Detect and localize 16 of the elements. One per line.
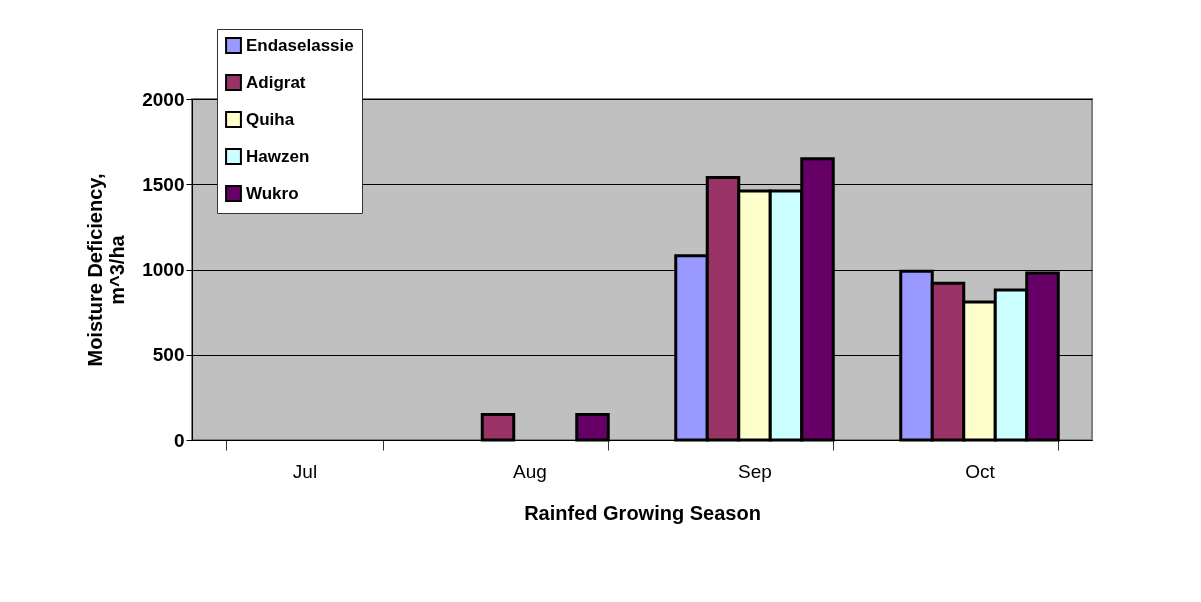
y-tick-label: 1500	[142, 173, 185, 195]
y-tick-label: 2000	[142, 88, 185, 110]
y-tick-label: 0	[173, 429, 185, 451]
y-tick-label: 500	[152, 344, 185, 366]
y-tick-label: 1000	[142, 259, 185, 280]
legend-label: Adigrat	[246, 72, 306, 92]
x-tick-label: Jul	[292, 460, 318, 482]
x-tick-label: Aug	[513, 460, 547, 482]
legend-label: Hawzen	[246, 146, 310, 166]
legend-label: Quiha	[246, 109, 295, 129]
legend-label: Wukro	[246, 183, 299, 203]
x-tick-label: Oct	[965, 460, 996, 482]
x-tick-label: Sep	[738, 460, 772, 482]
x-axis-title: Rainfed Growing Season	[524, 501, 761, 524]
legend-label: Endaselassie	[246, 35, 354, 55]
y-axis-title: Moisture Deficiency, m^3/ha	[84, 173, 129, 367]
